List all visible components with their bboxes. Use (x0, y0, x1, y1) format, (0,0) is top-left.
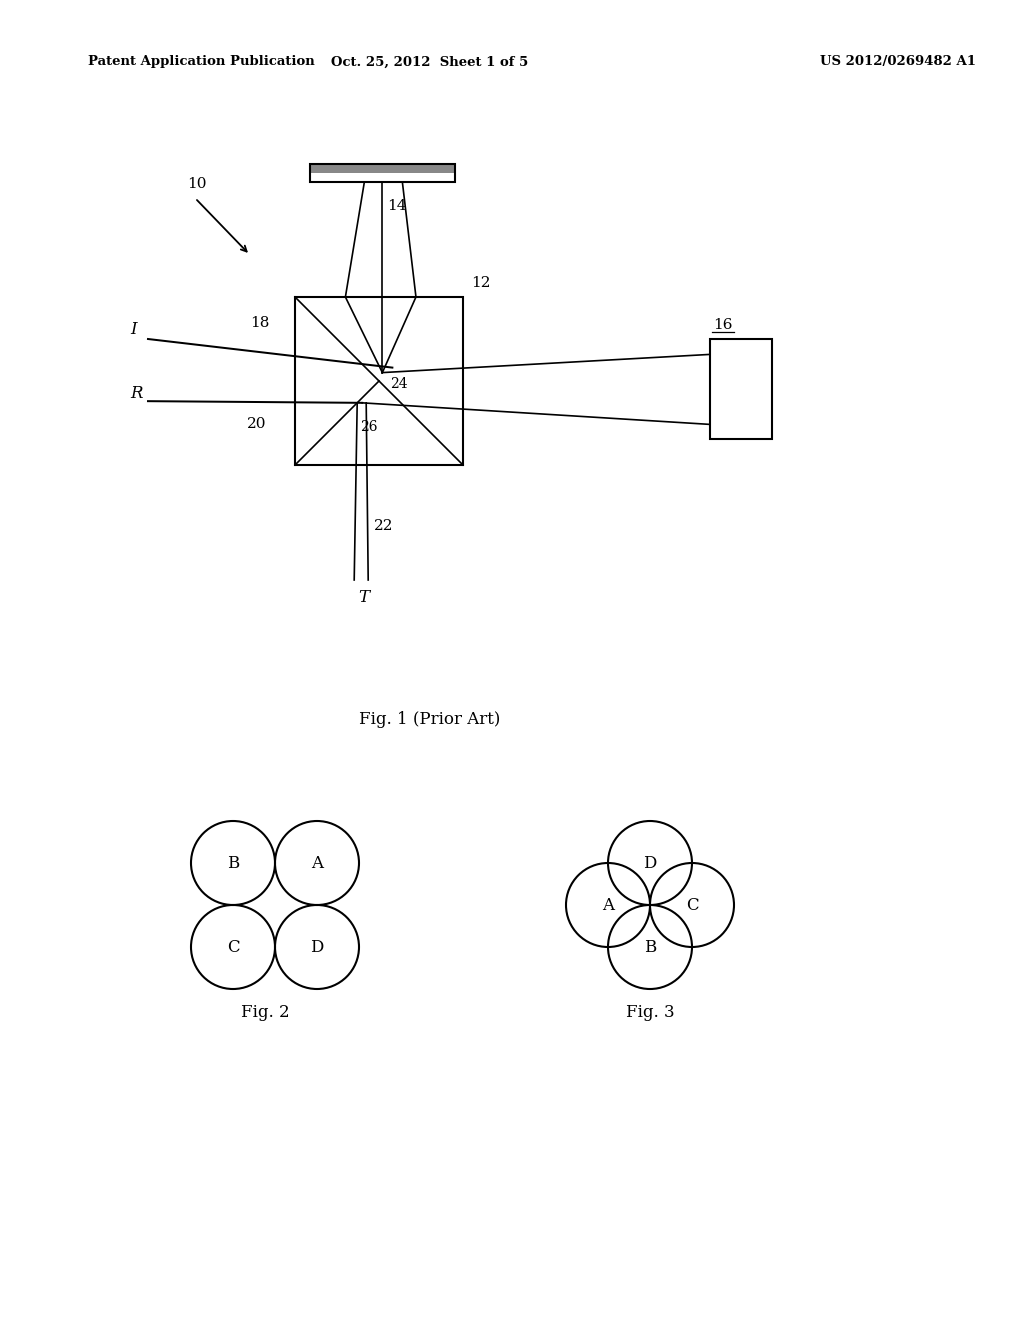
Text: A: A (311, 854, 323, 871)
Text: B: B (644, 939, 656, 956)
Text: Fig. 3: Fig. 3 (626, 1005, 675, 1020)
Text: D: D (310, 939, 324, 956)
Text: Oct. 25, 2012  Sheet 1 of 5: Oct. 25, 2012 Sheet 1 of 5 (332, 55, 528, 69)
Text: 18: 18 (250, 317, 269, 330)
Text: C: C (226, 939, 240, 956)
Bar (310, 164, 455, 173)
Text: R: R (130, 385, 142, 401)
Text: US 2012/0269482 A1: US 2012/0269482 A1 (820, 55, 976, 69)
Text: 12: 12 (471, 276, 490, 290)
Text: 14: 14 (387, 199, 407, 213)
Bar (310, 164, 455, 182)
Text: B: B (227, 854, 240, 871)
Text: 20: 20 (247, 417, 266, 432)
Text: C: C (686, 896, 698, 913)
Text: Fig. 1 (Prior Art): Fig. 1 (Prior Art) (359, 711, 501, 729)
Text: Patent Application Publication: Patent Application Publication (88, 55, 314, 69)
Bar (295, 297, 463, 465)
Text: 24: 24 (390, 376, 408, 391)
Text: 22: 22 (374, 519, 393, 533)
Text: I: I (130, 321, 136, 338)
Text: 16: 16 (713, 318, 732, 333)
Text: T: T (358, 589, 370, 606)
Text: 26: 26 (360, 420, 378, 434)
Text: D: D (643, 854, 656, 871)
Text: 10: 10 (187, 177, 207, 191)
Bar (710, 339, 772, 440)
Text: Fig. 2: Fig. 2 (241, 1005, 290, 1020)
Text: A: A (602, 896, 614, 913)
